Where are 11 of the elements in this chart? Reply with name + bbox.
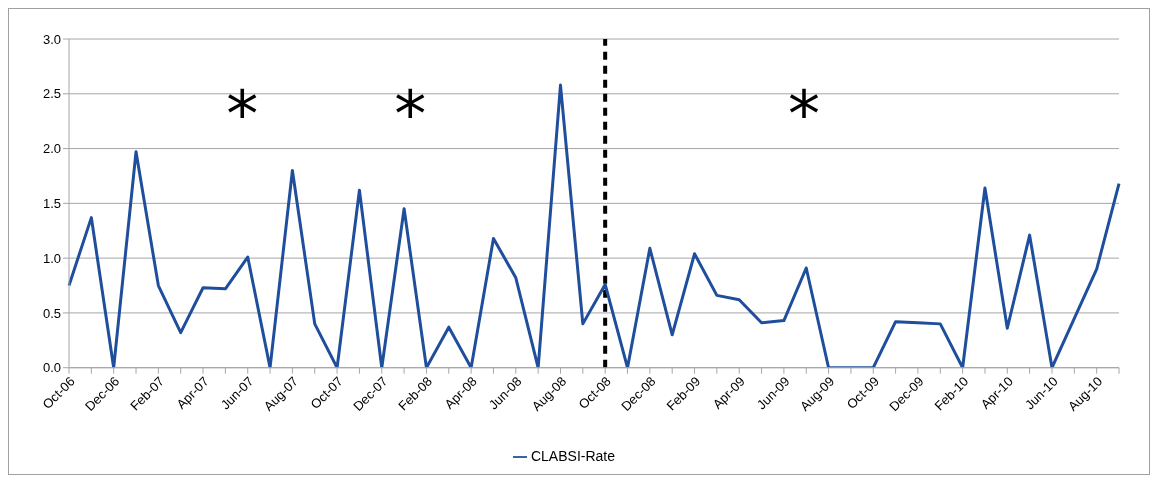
annotation: * — [393, 77, 428, 151]
y-tick-label: 1.0 — [42, 250, 61, 266]
legend-label: CLABSI-Rate — [530, 447, 616, 464]
y-tick-label: 0.0 — [42, 360, 61, 376]
y-tick-label: 1.5 — [42, 195, 61, 211]
y-tick-label: 3.0 — [42, 31, 61, 47]
y-tick-label: 2.5 — [42, 86, 61, 102]
annotation: * — [225, 77, 260, 151]
y-tick-label: 0.5 — [42, 305, 61, 321]
y-tick-label: 2.0 — [42, 141, 61, 157]
annotation: * — [787, 77, 821, 151]
